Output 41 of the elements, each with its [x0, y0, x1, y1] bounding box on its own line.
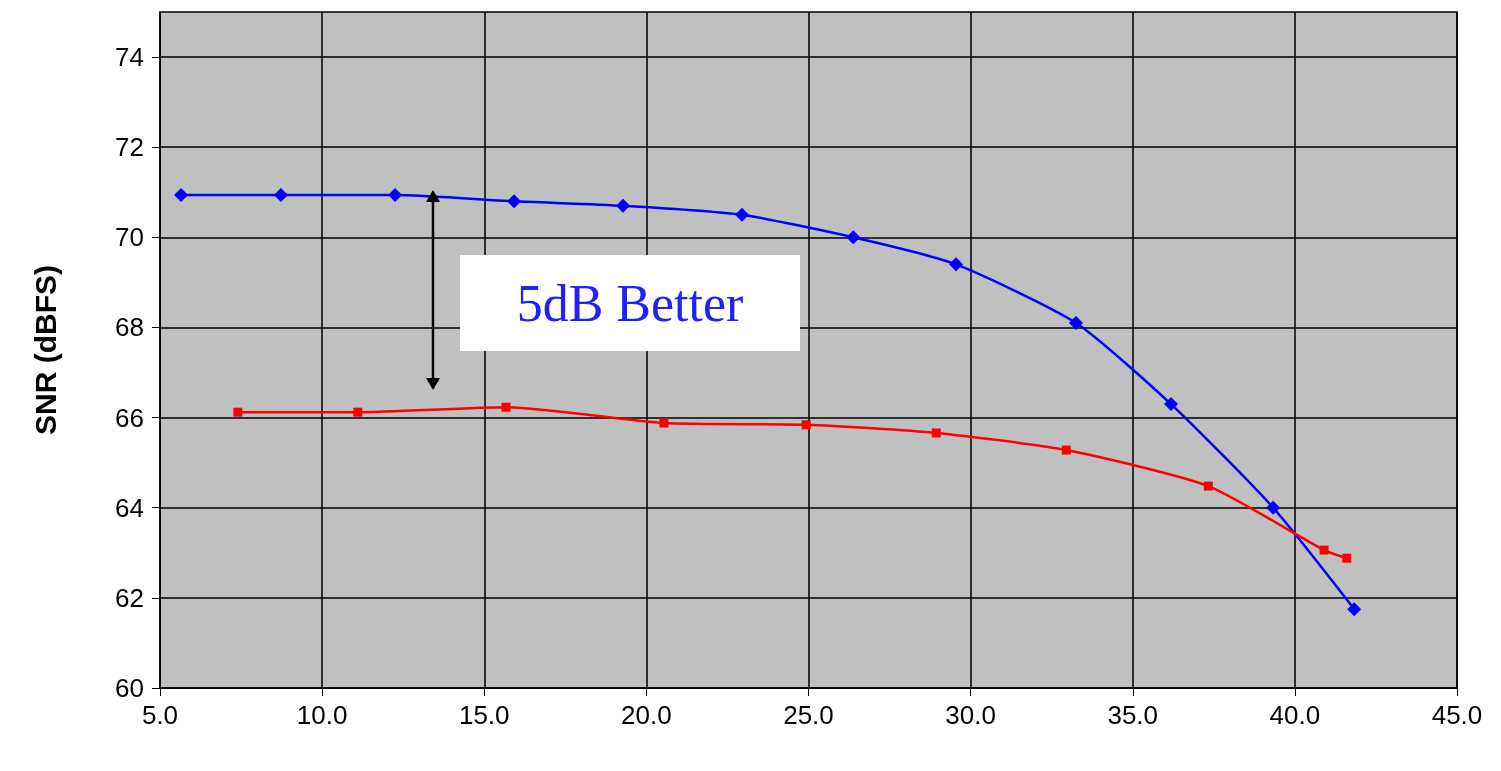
point [1061, 445, 1071, 455]
x-tick-label: 15.0 [458, 700, 510, 730]
y-tick-label: 60 [115, 673, 144, 703]
y-tick-label: 64 [115, 492, 144, 523]
x-tick-label: 10.0 [296, 700, 348, 730]
point [273, 187, 288, 202]
annotation: 5dB Better [460, 255, 800, 351]
point [1069, 315, 1084, 330]
x-tick-label: 40.0 [1269, 700, 1321, 730]
point [1266, 500, 1281, 515]
point [931, 428, 941, 438]
x-tick-label: 45.0 [1431, 700, 1483, 730]
point [174, 187, 189, 202]
point [507, 194, 522, 209]
point [501, 402, 511, 412]
y-tick-label: 68 [115, 312, 144, 343]
y-tick-label: 66 [115, 402, 144, 433]
y-tick-label: 72 [115, 132, 144, 163]
y-tick-label: 62 [115, 582, 144, 613]
x-tick-label: 20.0 [621, 700, 672, 730]
y-tick-label: 70 [115, 222, 144, 253]
point [1164, 397, 1179, 412]
point [949, 257, 964, 272]
point [233, 407, 243, 417]
point [735, 207, 750, 222]
point [388, 187, 403, 202]
x-tick-label: 5.0 [141, 700, 179, 730]
point [353, 407, 363, 417]
x-tick-label: 25.0 [783, 700, 834, 730]
point [1342, 553, 1352, 563]
y-tick-label: 74 [115, 42, 144, 73]
point [801, 420, 811, 430]
x-tick-label: 35.0 [1107, 700, 1159, 730]
point [1347, 602, 1362, 617]
y-axis-title: SNR (dBFS) [28, 265, 62, 435]
point [616, 198, 631, 213]
point [846, 230, 861, 245]
point [1319, 545, 1329, 555]
point [1203, 481, 1213, 491]
point [659, 418, 669, 428]
x-tick-label: 30.0 [945, 700, 996, 730]
